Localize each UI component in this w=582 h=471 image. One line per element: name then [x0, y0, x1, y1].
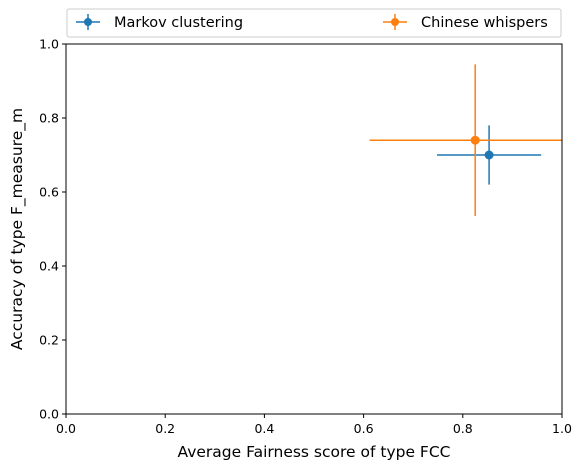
y-tick-label-3: 0.6: [39, 185, 59, 200]
series-1: [370, 64, 581, 216]
legend-label-chinese: Chinese whispers: [421, 15, 548, 31]
y-axis-label: Accuracy of type F_measure_m: [8, 108, 27, 350]
x-tick-label-0: 0.0: [56, 421, 76, 436]
y-tick-label-4: 0.8: [39, 111, 59, 126]
data-point-0: [485, 151, 494, 160]
x-axis: 0.0 0.2 0.4 0.6 0.8 1.0: [56, 414, 572, 436]
data-point-1: [471, 136, 480, 145]
x-tick-label-5: 1.0: [552, 421, 572, 436]
x-tick-label-1: 0.2: [155, 421, 175, 436]
legend-label-markov: Markov clustering: [114, 15, 243, 31]
legend: Markov clustering Chinese whispers: [67, 9, 561, 37]
series-0: [437, 125, 541, 184]
y-tick-label-0: 0.0: [39, 407, 59, 422]
plot-marks: [370, 64, 581, 216]
x-tick-label-3: 0.6: [354, 421, 374, 436]
x-tick-label-2: 0.4: [254, 421, 274, 436]
x-axis-label: Average Fairness score of type FCC: [178, 443, 451, 461]
y-tick-label-1: 0.2: [39, 333, 59, 348]
x-tick-label-4: 0.8: [453, 421, 473, 436]
y-axis: 0.0 0.2 0.4 0.6 0.8 1.0: [39, 37, 66, 422]
plot-frame: [66, 44, 562, 414]
y-tick-label-5: 1.0: [39, 37, 59, 52]
y-tick-label-2: 0.4: [39, 259, 59, 274]
